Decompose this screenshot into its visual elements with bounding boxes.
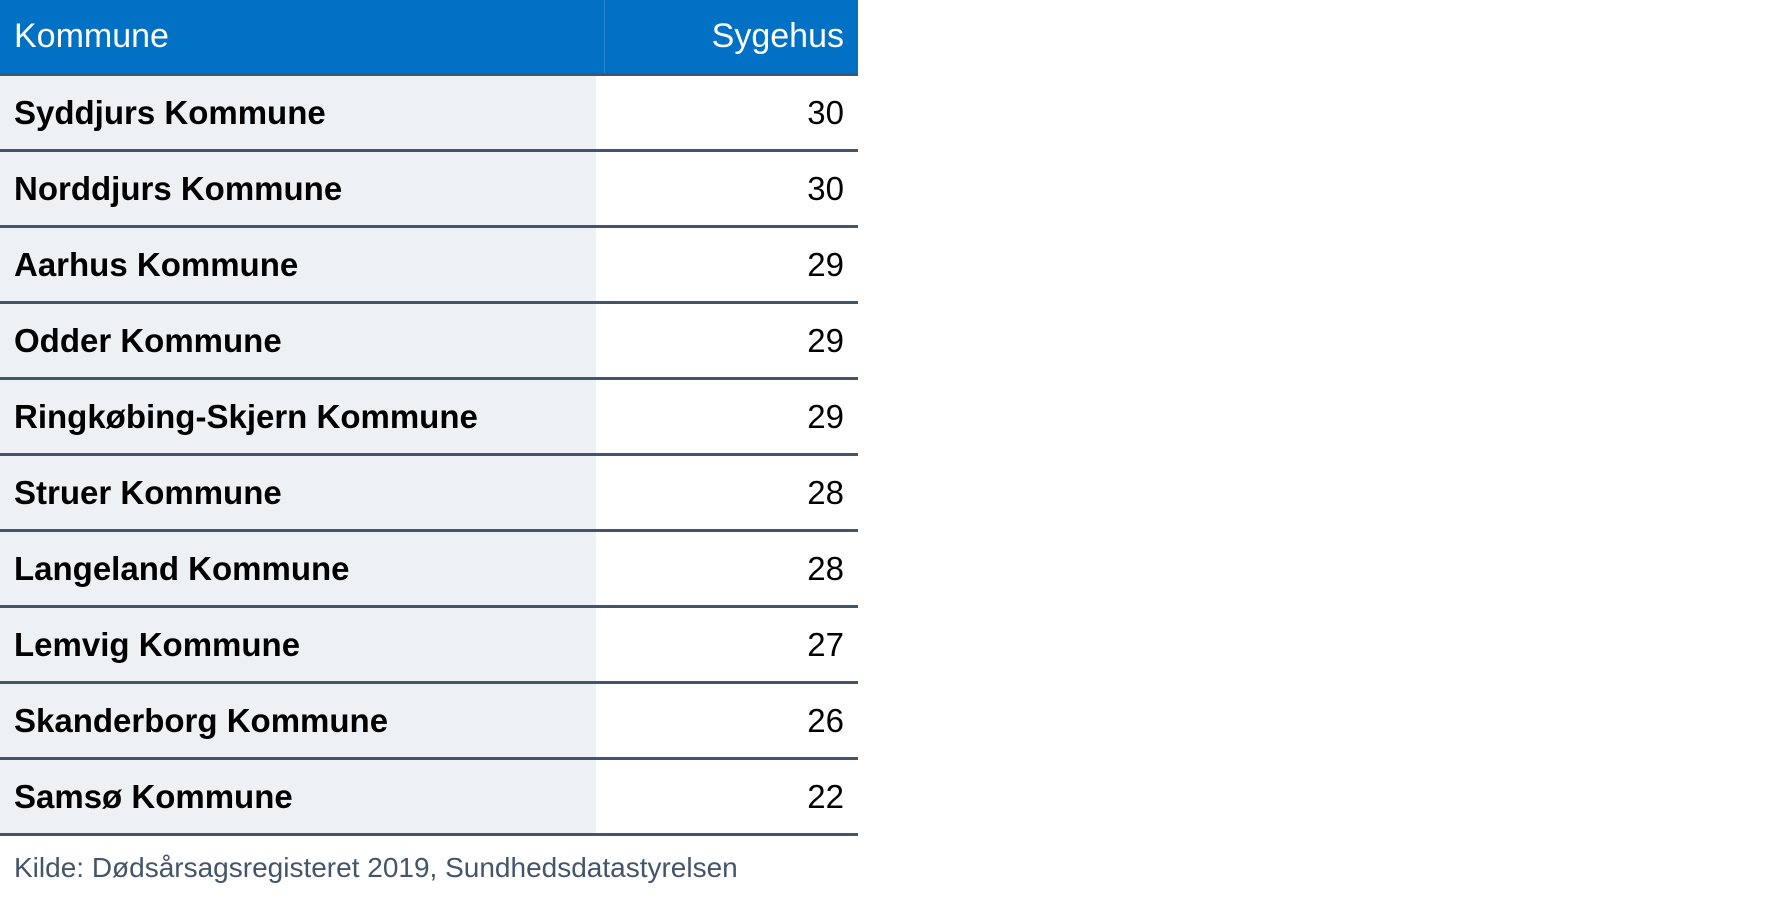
sygehus-value-cell: 28	[596, 456, 858, 529]
sygehus-value-cell: 29	[596, 304, 858, 377]
sygehus-value-cell: 26	[596, 684, 858, 757]
sygehus-value-cell: 27	[596, 608, 858, 681]
sygehus-value-cell: 30	[596, 152, 858, 225]
table-row: Norddjurs Kommune 30	[0, 152, 858, 228]
kommune-name-cell: Samsø Kommune	[0, 760, 596, 833]
sygehus-value-cell: 22	[596, 760, 858, 833]
kommune-name-cell: Lemvig Kommune	[0, 608, 596, 681]
header-divider	[0, 73, 858, 76]
sygehus-value-cell: 30	[596, 76, 858, 149]
kommune-name-cell: Ringkøbing-Skjern Kommune	[0, 380, 596, 453]
kommune-name-cell: Aarhus Kommune	[0, 228, 596, 301]
table-header: Kommune Sygehus	[0, 0, 858, 73]
kommune-name-cell: Norddjurs Kommune	[0, 152, 596, 225]
sygehus-value-cell: 28	[596, 532, 858, 605]
kommune-name-cell: Syddjurs Kommune	[0, 76, 596, 149]
table-row: Skanderborg Kommune 26	[0, 684, 858, 760]
table-row: Syddjurs Kommune 30	[0, 76, 858, 152]
data-table: Kommune Sygehus Syddjurs Kommune 30 Norddj…	[0, 0, 858, 836]
sygehus-value-cell: 29	[596, 228, 858, 301]
table-row: Aarhus Kommune 29	[0, 228, 858, 304]
kommune-name-cell: Odder Kommune	[0, 304, 596, 377]
table-row: Langeland Kommune 28	[0, 532, 858, 608]
header-kommune[interactable]: Kommune	[0, 0, 605, 73]
kommune-name-cell: Skanderborg Kommune	[0, 684, 596, 757]
kommune-name-cell: Langeland Kommune	[0, 532, 596, 605]
table-row: Struer Kommune 28	[0, 456, 858, 532]
table-row: Lemvig Kommune 27	[0, 608, 858, 684]
table-row: Ringkøbing-Skjern Kommune 29	[0, 380, 858, 456]
table-row: Odder Kommune 29	[0, 304, 858, 380]
source-note: Kilde: Dødsårsagsregisteret 2019, Sundhe…	[14, 852, 738, 883]
table-row: Samsø Kommune 22	[0, 760, 858, 836]
table-body: Syddjurs Kommune 30 Norddjurs Kommune 30 Aar…	[0, 76, 858, 836]
sygehus-value-cell: 29	[596, 380, 858, 453]
header-sygehus[interactable]: Sygehus	[711, 17, 844, 55]
kommune-name-cell: Struer Kommune	[0, 456, 596, 529]
